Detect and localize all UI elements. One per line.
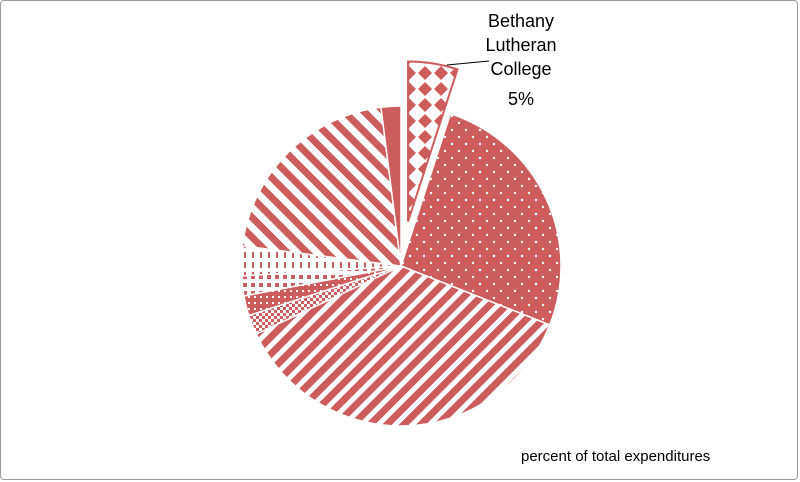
value-label: 5% [507, 89, 534, 109]
pie-slice [400, 112, 562, 326]
pie-slice [255, 265, 551, 427]
pie-slice [241, 106, 402, 267]
pie-slice [380, 105, 402, 267]
leader-line [446, 60, 490, 66]
slice-label: Bethany Lutheran College [485, 11, 557, 79]
pie-slice [407, 60, 459, 222]
annotation: percent of total expenditures [521, 448, 711, 465]
